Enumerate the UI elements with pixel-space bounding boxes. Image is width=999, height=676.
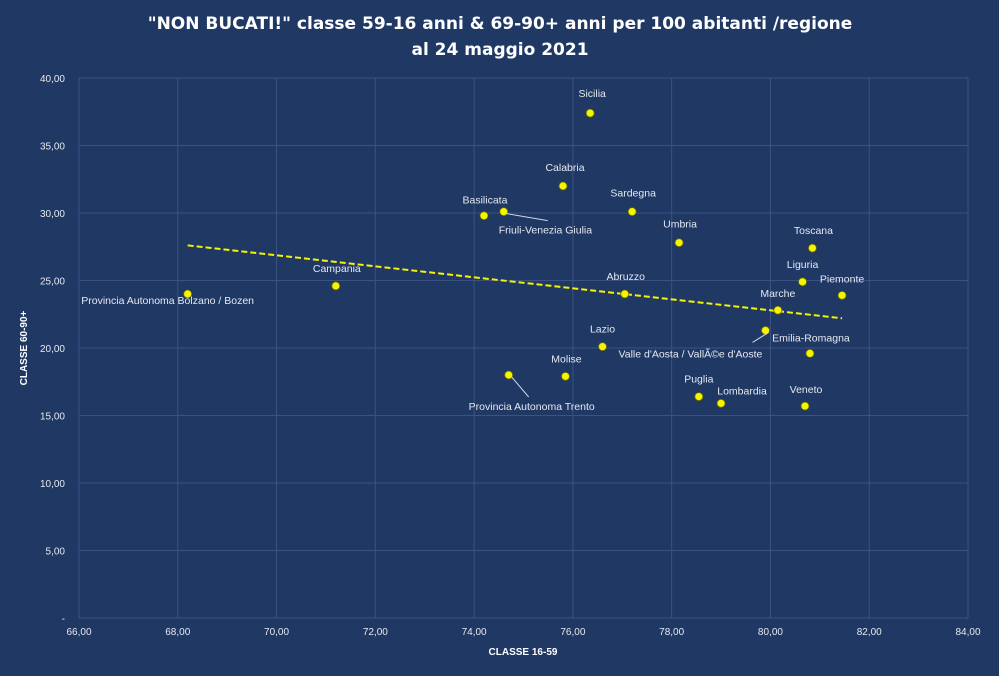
- data-point: [499, 207, 509, 217]
- data-point: [561, 371, 570, 381]
- data-point: [585, 108, 595, 118]
- x-axis-label: CLASSE 16-59: [489, 647, 558, 658]
- data-point: [805, 348, 815, 358]
- y-tick-label: 10,00: [40, 479, 65, 490]
- data-point: [716, 398, 726, 408]
- y-tick-label: 5,00: [46, 547, 66, 558]
- data-point: [674, 238, 684, 248]
- point-label: Valle d'Aosta / VallÃ©e d'Aoste: [619, 347, 763, 360]
- x-tick-label: 84,00: [955, 627, 980, 638]
- point-label: Veneto: [790, 384, 823, 396]
- leader-line: [506, 213, 548, 222]
- data-point: [183, 289, 193, 299]
- point-label: Emilia-Romagna: [772, 332, 850, 344]
- chart-title-line2: al 24 maggio 2021: [411, 40, 588, 60]
- point-label: Molise: [551, 353, 582, 365]
- point-label: Lazio: [590, 324, 615, 336]
- leader-lines: [506, 213, 769, 398]
- y-tick-label: 40,00: [40, 74, 65, 85]
- chart-title-line1: "NON BUCATI!" classe 59-16 anni & 69-90+…: [148, 14, 853, 34]
- data-point: [479, 211, 489, 221]
- point-label: Lombardia: [717, 385, 767, 397]
- point-label: Abruzzo: [606, 271, 645, 283]
- data-point: [773, 305, 783, 315]
- data-point: [620, 289, 630, 299]
- x-tick-label: 80,00: [758, 627, 783, 638]
- data-point: [808, 243, 817, 253]
- gridlines: [78, 77, 969, 619]
- data-point: [598, 342, 607, 352]
- trendline: [187, 244, 843, 320]
- data-point: [798, 277, 807, 287]
- y-tick-labels: - 5,00 10,00 15,00 20,00 25,00 30,00 35,00 40,00: [40, 74, 65, 625]
- leader-line: [511, 376, 530, 398]
- point-label: Puglia: [684, 374, 713, 386]
- x-tick-labels: 66,00 68,00 70,00 72,00 74,00 76,00 78,00 80,00…: [66, 627, 980, 638]
- x-tick-label: 78,00: [659, 627, 684, 638]
- data-point: [558, 181, 568, 191]
- point-label: Umbria: [663, 219, 697, 231]
- point-label: Sicilia: [578, 88, 606, 100]
- x-tick-label: 68,00: [165, 627, 190, 638]
- point-label: Provincia Autonoma Trento: [469, 401, 595, 413]
- y-tick-label: -: [62, 614, 65, 625]
- x-tick-label: 74,00: [462, 627, 487, 638]
- data-point: [694, 392, 704, 402]
- data-points: [183, 108, 847, 411]
- x-tick-label: 70,00: [264, 627, 289, 638]
- data-point: [761, 326, 770, 335]
- y-tick-label: 25,00: [40, 277, 65, 288]
- x-tick-label: 72,00: [363, 627, 388, 638]
- point-label: Sardegna: [610, 188, 656, 200]
- data-point: [837, 290, 847, 300]
- point-label: Campania: [313, 263, 361, 275]
- data-point: [627, 207, 637, 217]
- point-labels: Sicilia Calabria Sardegna Basilicata Friuli-…: [81, 88, 864, 413]
- y-tick-label: 30,00: [40, 209, 65, 220]
- point-label: Basilicata: [463, 195, 508, 207]
- x-tick-label: 82,00: [857, 627, 882, 638]
- y-tick-label: 20,00: [40, 344, 65, 355]
- y-tick-label: 35,00: [40, 142, 65, 153]
- data-point: [800, 401, 810, 411]
- point-label: Toscana: [794, 225, 833, 237]
- point-label: Marche: [760, 288, 795, 300]
- point-label: Liguria: [787, 259, 819, 271]
- y-axis-label: CLASSE 60-90+: [19, 310, 30, 385]
- data-point: [331, 281, 341, 291]
- point-label: Piemonte: [820, 273, 865, 285]
- data-point: [504, 370, 514, 380]
- point-label: Friuli-Venezia Giulia: [499, 225, 593, 237]
- point-label: Calabria: [545, 162, 584, 174]
- x-tick-label: 76,00: [560, 627, 585, 638]
- point-label: Provincia Autonoma Bolzano / Bozen: [81, 295, 254, 307]
- leader-line: [752, 332, 769, 343]
- x-tick-label: 66,00: [66, 627, 91, 638]
- y-tick-label: 15,00: [40, 412, 65, 423]
